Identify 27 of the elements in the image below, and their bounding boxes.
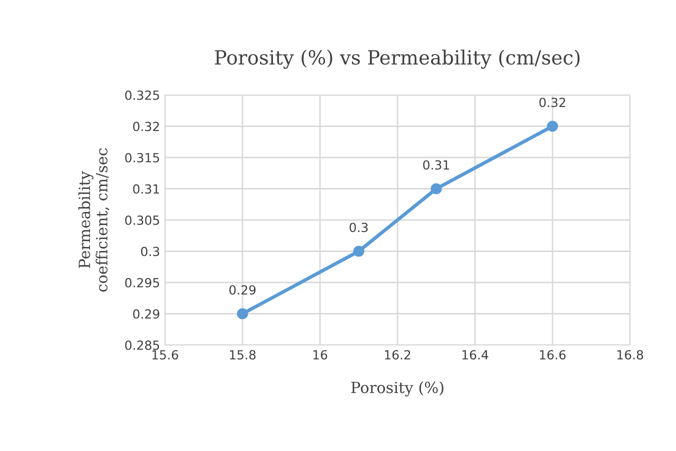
y-tick-label: 0.325 xyxy=(125,90,160,100)
y-tick-label: 0.315 xyxy=(125,152,160,162)
y-tick-label: 0.305 xyxy=(125,215,160,225)
x-tick-label: 15.6 xyxy=(152,350,178,360)
y-tick-label: 0.31 xyxy=(133,184,159,194)
x-axis-title: Porosity (%) xyxy=(351,381,444,396)
x-tick-label: 16.8 xyxy=(617,350,644,360)
point xyxy=(353,246,364,257)
point xyxy=(236,308,248,320)
y-tick-label: 0.285 xyxy=(125,340,160,350)
y-tick-label: 0.3 xyxy=(141,246,160,256)
x-tick-label: 16.4 xyxy=(462,350,488,360)
x-tick-label: 16.2 xyxy=(384,350,410,360)
point xyxy=(430,183,442,194)
x-tick-label: 15.8 xyxy=(230,350,256,360)
y-tick-label: 0.295 xyxy=(125,278,160,288)
y-axis-title: Permeability coefficient, cm/sec xyxy=(78,148,110,292)
y-tick-label: 0.32 xyxy=(133,122,159,132)
data-label: 0.31 xyxy=(423,160,450,170)
data-label: 0.3 xyxy=(350,222,368,232)
data-label: 0.32 xyxy=(539,98,566,108)
point xyxy=(546,120,558,132)
data-label: 0.29 xyxy=(229,285,256,295)
x-tick-label: 16.6 xyxy=(540,350,566,360)
x-tick-label: 16 xyxy=(313,350,328,360)
chart-title: Porosity (%) vs Permeability (cm/sec) xyxy=(214,50,580,69)
y-tick-label: 0.29 xyxy=(133,309,160,319)
